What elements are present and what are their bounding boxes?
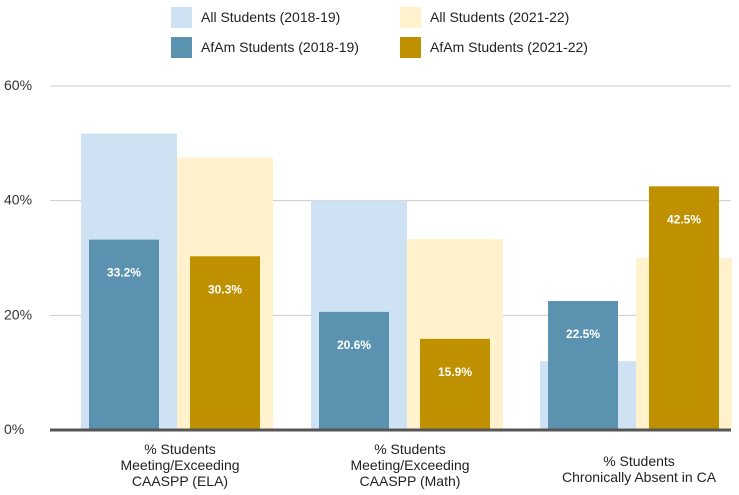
legend-item: AfAm Students (2018-19) (171, 37, 359, 58)
category-label: % Students (374, 441, 446, 457)
legend-label: AfAm Students (2021-22) (430, 39, 588, 55)
category-label: Meeting/Exceeding (120, 457, 239, 473)
y-tick-label: 40% (4, 192, 32, 208)
category-label: Meeting/Exceeding (350, 457, 469, 473)
bar (548, 301, 618, 430)
data-label: 15.9% (438, 365, 472, 379)
legend-item: AfAm Students (2021-22) (400, 37, 588, 58)
bar (420, 338, 490, 430)
bar (319, 311, 389, 430)
legend-label: All Students (2021-22) (430, 9, 569, 25)
data-label: 30.3% (208, 282, 242, 296)
bar (89, 239, 159, 430)
y-tick-label: 0% (4, 421, 24, 437)
bars (81, 133, 732, 430)
data-label: 33.2% (107, 266, 141, 280)
category-label: % Students (144, 441, 216, 457)
y-tick-label: 20% (4, 306, 32, 322)
bar (190, 256, 260, 430)
data-label: 42.5% (667, 212, 701, 226)
legend-swatch (400, 37, 421, 58)
legend-label: All Students (2018-19) (201, 9, 340, 25)
category-label: % Students (603, 453, 675, 469)
legend-swatch (400, 7, 421, 28)
legend-item: All Students (2018-19) (171, 7, 340, 28)
legend-swatch (171, 37, 192, 58)
bar (649, 186, 719, 430)
category-label: CAASPP (ELA) (132, 473, 228, 489)
data-labels: 33.2% 20.6% 22.5% 30.3% 15.9% 42.5% (107, 212, 701, 379)
legend-item: All Students (2021-22) (400, 7, 569, 28)
y-axis-ticks: 0% 20% 40% 60% (4, 77, 32, 437)
y-tick-label: 60% (4, 77, 32, 93)
legend-swatch (171, 7, 192, 28)
data-label: 20.6% (337, 338, 371, 352)
legend-label: AfAm Students (2018-19) (201, 39, 359, 55)
category-label: Chronically Absent in CA (562, 469, 717, 485)
category-label: CAASPP (Math) (360, 473, 461, 489)
data-label: 22.5% (566, 327, 600, 341)
legend: All Students (2018-19) All Students (2021… (171, 7, 588, 58)
